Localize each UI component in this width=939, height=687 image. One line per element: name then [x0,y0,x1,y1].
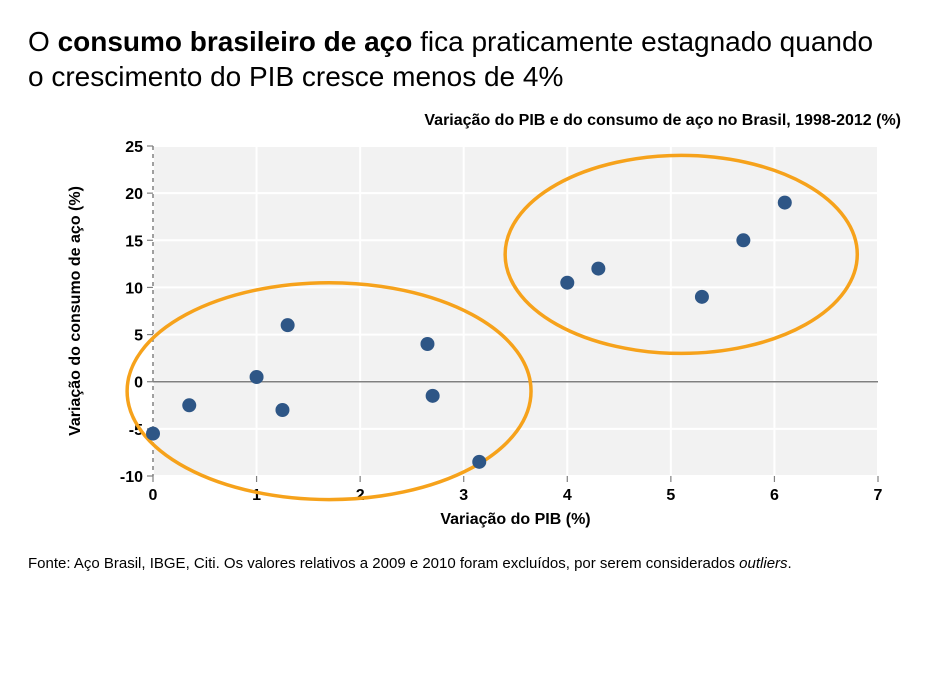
data-point [182,398,196,412]
xtick-label: 7 [874,487,883,504]
ytick-label: 0 [134,375,143,392]
page-title: O consumo brasileiro de aço fica pratica… [28,24,888,94]
title-pre: O [28,26,58,57]
source-footnote: Fonte: Aço Brasil, IBGE, Citi. Os valore… [28,554,908,574]
ytick-label: 20 [125,186,143,203]
data-point [281,318,295,332]
xtick-label: 0 [149,487,158,504]
plot-background [153,146,878,476]
page: O consumo brasileiro de aço fica pratica… [0,0,939,687]
ytick-label: 25 [125,139,143,156]
footnote-text-a: Fonte: Aço Brasil, IBGE, Citi. Os valore… [28,555,739,572]
data-point [591,262,605,276]
xtick-label: 2 [356,487,365,504]
data-point [420,337,434,351]
data-point [250,370,264,384]
footnote-text-b: . [788,555,792,572]
x-axis-label: Variação do PIB (%) [440,511,590,528]
xtick-label: 3 [459,487,468,504]
ytick-label: -10 [120,469,143,486]
xtick-label: 6 [770,487,779,504]
chart-svg: -10-5051015202501234567Variação do PIB (… [58,136,893,536]
chart-title: Variação do PIB e do consumo de aço no B… [28,112,911,130]
data-point [275,403,289,417]
xtick-label: 5 [666,487,675,504]
data-point [472,455,486,469]
data-point [778,196,792,210]
title-bold: consumo brasileiro de aço [58,26,413,57]
ytick-label: 10 [125,280,143,297]
data-point [146,427,160,441]
y-axis-label: Variação do consumo de aço (%) [67,186,84,436]
xtick-label: 1 [252,487,261,504]
footnote-italic: outliers [739,555,787,572]
ytick-label: 15 [125,233,143,250]
scatter-chart: -10-5051015202501234567Variação do PIB (… [58,136,893,536]
data-point [736,233,750,247]
xtick-label: 4 [563,487,572,504]
data-point [426,389,440,403]
ytick-label: 5 [134,328,143,345]
data-point [695,290,709,304]
data-point [560,276,574,290]
